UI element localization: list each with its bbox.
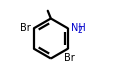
Text: 2: 2 xyxy=(77,26,82,34)
Text: Br: Br xyxy=(63,53,74,63)
Text: Br: Br xyxy=(20,23,31,33)
Text: NH: NH xyxy=(70,23,85,33)
